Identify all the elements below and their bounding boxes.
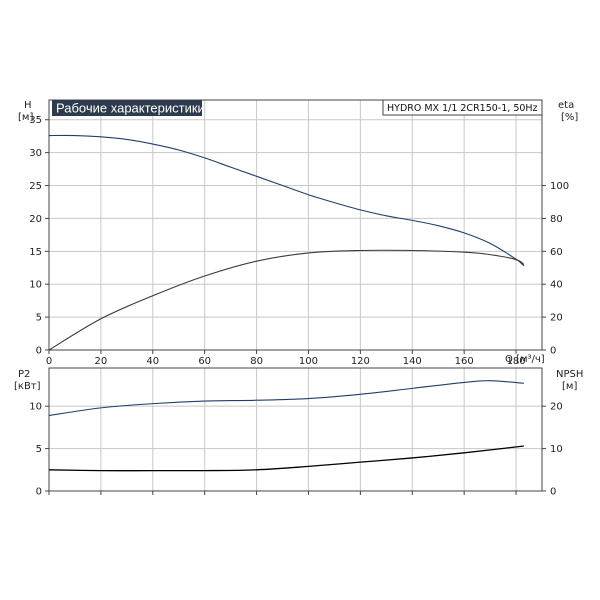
h-axis-unit: [м] <box>18 112 33 123</box>
upper-right-tick-label: 20 <box>550 313 563 324</box>
model-box <box>382 99 543 116</box>
lower-panel: 0 5 10 0 10 20 P2 [кВт] NPSH [м] <box>14 367 583 498</box>
upper-left-tick-label: 35 <box>29 115 42 126</box>
p2-axis-unit: [кВт] <box>14 381 41 392</box>
upper-right-tick-label: 60 <box>550 247 563 258</box>
npsh-axis-label: NPSH <box>556 369 583 380</box>
x-tick-label: 180 <box>507 356 526 367</box>
x-tick-label: 100 <box>299 356 318 367</box>
x-tick-label: 120 <box>351 356 370 367</box>
lower-plot-frame <box>48 367 543 492</box>
eta-axis-unit: [%] <box>561 112 578 123</box>
upper-left-tick-label: 15 <box>29 247 42 258</box>
x-tick-label: 140 <box>403 356 422 367</box>
lower-series-line-2 <box>48 445 524 472</box>
lower-left-tick-label: 5 <box>36 444 42 455</box>
upper-series-line-2 <box>48 249 525 351</box>
h-axis-label: H <box>24 100 32 111</box>
upper-series-line-1 <box>48 134 525 267</box>
upper-left-tick-label: 5 <box>36 313 42 324</box>
upper-left-tick-label: 25 <box>29 181 42 192</box>
x-tick-label: 60 <box>198 356 211 367</box>
p2-axis-label: P2 <box>18 369 30 380</box>
q-axis-label: Q [м³/ч] <box>505 354 545 365</box>
eta-axis-label: eta <box>558 100 574 111</box>
upper-plot-frame <box>48 99 543 351</box>
upper-left-tick-label: 0 <box>36 346 42 357</box>
upper-right-tick-label: 80 <box>550 214 563 225</box>
chart-title: Рабочие характеристики <box>56 101 205 116</box>
upper-left-tick-label: 10 <box>29 280 42 291</box>
upper-right-tick-label: 0 <box>550 346 556 357</box>
lower-left-tick-label: 0 <box>36 487 42 498</box>
upper-left-tick-label: 30 <box>29 148 42 159</box>
upper-left-tick-label: 20 <box>29 214 42 225</box>
lower-right-tick-label: 10 <box>550 444 563 455</box>
lower-right-tick-label: 20 <box>550 402 563 413</box>
model-label: HYDRO MX 1/1 2CR150-1, 50Hz <box>387 103 538 114</box>
upper-panel: 0 20 40 60 80 100 120 140 160 180 0 5 10 15 20 25 30 35 0 2… <box>18 99 578 367</box>
upper-right-tick-label: 40 <box>550 280 563 291</box>
lower-right-tick-label: 0 <box>550 487 556 498</box>
npsh-axis-unit: [м] <box>562 381 577 392</box>
x-tick-label: 0 <box>46 356 52 367</box>
upper-right-tick-label: 100 <box>550 181 569 192</box>
title-banner <box>52 100 202 116</box>
x-tick-label: 80 <box>250 356 263 367</box>
x-tick-label: 160 <box>455 356 474 367</box>
lower-left-tick-label: 10 <box>29 402 42 413</box>
lower-series-line-1 <box>48 380 524 417</box>
x-tick-label: 40 <box>146 356 159 367</box>
x-tick-label: 20 <box>95 356 108 367</box>
